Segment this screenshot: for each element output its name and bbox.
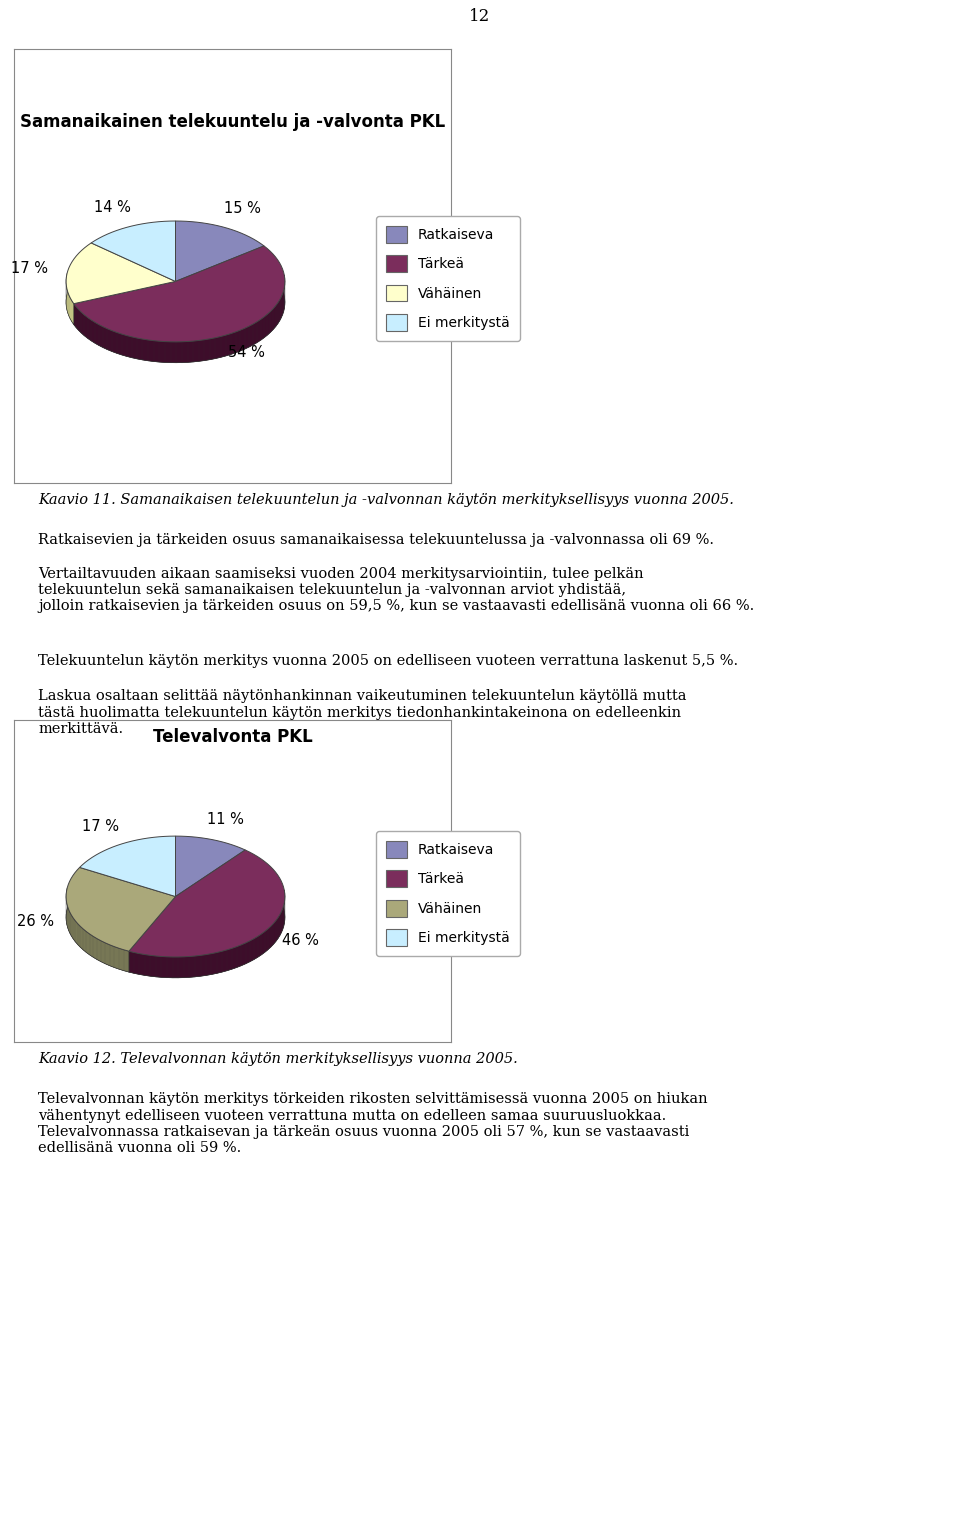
Title: Samanaikainen telekuuntelu ja -valvonta PKL: Samanaikainen telekuuntelu ja -valvonta …	[20, 113, 445, 130]
Text: 12: 12	[469, 8, 491, 26]
Polygon shape	[80, 856, 176, 918]
Polygon shape	[66, 867, 176, 951]
Text: Vertailtavuuden aikaan saamiseksi vuoden 2004 merkitysarviointiin, tulee pelkän
: Vertailtavuuden aikaan saamiseksi vuoden…	[38, 567, 755, 613]
Text: 11 %: 11 %	[207, 812, 244, 827]
Text: Laskua osaltaan selittää näytönhankinnan vaikeutuminen telekuuntelun käytöllä mu: Laskua osaltaan selittää näytönhankinnan…	[38, 689, 687, 735]
Text: Telekuuntelun käytön merkitys vuonna 2005 on edelliseen vuoteen verrattuna laske: Telekuuntelun käytön merkitys vuonna 200…	[38, 654, 738, 668]
Text: Kaavio 11. Samanaikaisen telekuuntelun ja -valvonnan käytön merkityksellisyys vu: Kaavio 11. Samanaikaisen telekuuntelun j…	[38, 493, 734, 507]
Text: 15 %: 15 %	[224, 201, 261, 216]
Polygon shape	[176, 836, 245, 896]
Polygon shape	[74, 267, 285, 363]
Polygon shape	[66, 274, 74, 325]
Polygon shape	[80, 836, 176, 896]
Text: 17 %: 17 %	[82, 818, 119, 833]
Title: Televalvonta PKL: Televalvonta PKL	[153, 728, 313, 746]
Text: Ratkaisevien ja tärkeiden osuus samanaikaisessa telekuuntelussa ja -valvonnassa : Ratkaisevien ja tärkeiden osuus samanaik…	[38, 533, 714, 547]
Polygon shape	[129, 870, 285, 977]
Text: Kaavio 12. Televalvonnan käytön merkityksellisyys vuonna 2005.: Kaavio 12. Televalvonnan käytön merkityk…	[38, 1052, 518, 1066]
Legend: Ratkaiseva, Tärkeä, Vähäinen, Ei merkitystä: Ratkaiseva, Tärkeä, Vähäinen, Ei merkity…	[376, 216, 519, 340]
Polygon shape	[176, 242, 264, 302]
Text: 46 %: 46 %	[281, 933, 319, 948]
Polygon shape	[66, 889, 176, 971]
Polygon shape	[74, 276, 285, 363]
Polygon shape	[129, 850, 285, 958]
Text: Televalvonnan käytön merkitys törkeiden rikosten selvittämisessä vuonna 2005 on : Televalvonnan käytön merkitys törkeiden …	[38, 1092, 708, 1155]
Polygon shape	[66, 264, 176, 325]
Text: 14 %: 14 %	[94, 201, 132, 214]
Polygon shape	[91, 242, 176, 302]
Polygon shape	[129, 890, 285, 977]
Polygon shape	[176, 221, 264, 282]
Polygon shape	[66, 244, 176, 303]
Polygon shape	[176, 856, 245, 918]
Text: 54 %: 54 %	[228, 345, 265, 360]
Polygon shape	[66, 887, 129, 971]
Legend: Ratkaiseva, Tärkeä, Vähäinen, Ei merkitystä: Ratkaiseva, Tärkeä, Vähäinen, Ei merkity…	[376, 830, 519, 956]
Text: 26 %: 26 %	[16, 915, 54, 930]
Polygon shape	[91, 221, 176, 282]
Polygon shape	[74, 247, 285, 342]
Text: 17 %: 17 %	[12, 260, 48, 276]
